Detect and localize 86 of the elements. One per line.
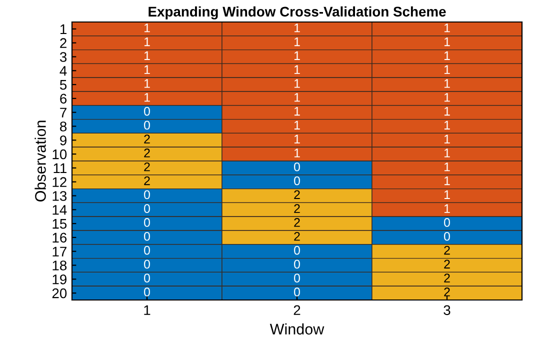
data-label: 2 [294, 218, 300, 227]
data-label: 1 [294, 65, 300, 74]
x-tick-label: 2 [294, 305, 300, 315]
data-label: 2 [444, 274, 450, 282]
data-label: 0 [144, 106, 150, 116]
data-label: 0 [144, 204, 150, 214]
y-tick-label: 15 [52, 219, 67, 229]
y-tick-label: 11 [54, 163, 66, 173]
data-label: 0 [444, 218, 450, 227]
data-label: 0 [144, 274, 150, 283]
data-label: 1 [444, 204, 450, 213]
data-label: 0 [144, 190, 150, 200]
data-label: 1 [444, 79, 450, 88]
x-tick-label: 1 [144, 305, 150, 315]
x-tick-label: 3 [444, 305, 450, 316]
data-label: 1 [294, 148, 300, 158]
y-tick-label: 7 [60, 108, 66, 118]
data-label: 1 [444, 37, 450, 46]
y-tick-label: 5 [60, 80, 67, 90]
data-label: 1 [294, 51, 300, 60]
data-label: 0 [144, 120, 150, 130]
data-label: 1 [444, 120, 450, 130]
data-label: 0 [144, 218, 150, 227]
data-label: 1 [444, 134, 450, 144]
y-tick-label: 20 [52, 288, 67, 298]
data-label: 2 [294, 190, 300, 199]
data-label: 1 [294, 79, 300, 88]
data-label: 2 [144, 134, 150, 144]
data-label: 1 [144, 79, 150, 88]
y-tick-label: 16 [52, 232, 67, 243]
data-label: 0 [294, 176, 300, 186]
data-label: 1 [444, 51, 450, 60]
data-label: 1 [294, 24, 300, 32]
y-tick-label: 9 [60, 135, 66, 146]
y-tick-label: 18 [52, 260, 67, 270]
y-tick-label: 4 [60, 66, 67, 76]
data-label: 1 [444, 148, 450, 158]
y-axis-title: Observation [34, 120, 46, 202]
data-label: 0 [144, 246, 150, 255]
y-tick-label: 12 [52, 177, 66, 187]
data-label: 1 [144, 51, 150, 60]
data-label: 1 [294, 120, 300, 130]
y-tick-label: 2 [60, 38, 66, 48]
data-label: 1 [444, 176, 450, 186]
data-label: 2 [294, 232, 300, 241]
data-label: 1 [144, 93, 150, 102]
y-tick-label: 3 [60, 52, 67, 62]
data-label: 1 [444, 190, 450, 199]
data-label: 2 [444, 260, 450, 268]
x-axis-title: Window [270, 323, 324, 335]
data-label: 1 [144, 37, 150, 46]
data-label: 1 [294, 37, 300, 46]
data-label: 2 [144, 148, 150, 158]
data-label: 0 [144, 232, 150, 241]
data-label: 0 [444, 232, 450, 241]
data-label: 1 [444, 65, 450, 74]
y-tick-label: 6 [60, 94, 67, 104]
y-tick-label: 14 [52, 205, 67, 215]
data-label: 0 [294, 162, 300, 172]
data-label: 0 [144, 260, 150, 269]
data-label: 1 [444, 24, 450, 32]
chart-title: Expanding Window Cross-Validation Scheme [148, 6, 446, 20]
data-label: 1 [444, 93, 450, 102]
data-label: 1 [444, 162, 450, 172]
y-tick-label: 1 [60, 24, 66, 34]
data-label: 0 [294, 260, 300, 269]
data-label: 2 [444, 288, 450, 296]
data-label: 1 [144, 24, 150, 32]
data-label: 1 [144, 65, 150, 74]
y-tick-label: 13 [52, 191, 67, 201]
data-label: 1 [294, 106, 300, 116]
y-tick-label: 17 [52, 246, 66, 256]
data-label: 1 [444, 106, 450, 116]
data-label: 0 [294, 288, 300, 296]
y-tick-label: 10 [52, 149, 67, 160]
y-tick-label: 8 [60, 122, 67, 132]
y-tick-label: 19 [52, 274, 66, 284]
data-label: 2 [294, 204, 300, 213]
data-label: 0 [294, 274, 300, 283]
data-label: 2 [144, 162, 150, 172]
data-label: 0 [144, 288, 150, 296]
data-label: 1 [294, 134, 300, 144]
data-label: 0 [294, 246, 300, 255]
data-label: 2 [144, 176, 150, 186]
data-label: 1 [294, 93, 300, 102]
data-label: 2 [444, 246, 450, 255]
